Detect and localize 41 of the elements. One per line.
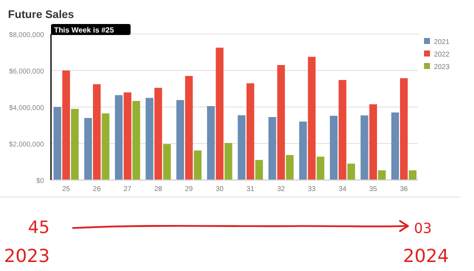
bar (268, 117, 276, 180)
bar (71, 108, 79, 180)
bar (330, 116, 338, 180)
bar (216, 48, 224, 180)
bar (369, 104, 378, 180)
bar (224, 142, 232, 180)
bar (146, 98, 154, 180)
bar (163, 144, 171, 180)
text: 45 (28, 218, 50, 238)
bar (194, 150, 202, 180)
bar (185, 76, 193, 180)
bar (238, 115, 246, 180)
bar (255, 160, 263, 180)
text: 2023 (4, 246, 50, 267)
bar (378, 170, 386, 180)
text: 2024 (403, 246, 449, 267)
bar (132, 100, 140, 180)
bar (391, 112, 399, 180)
bar (114, 95, 123, 180)
bar (308, 56, 316, 180)
bar (92, 84, 101, 180)
text: 03 (414, 221, 432, 237)
bar (277, 65, 285, 180)
bar (338, 80, 346, 180)
bar (246, 83, 254, 180)
bar (54, 107, 62, 180)
bar (408, 170, 416, 180)
bar (360, 115, 368, 180)
bar (347, 164, 356, 180)
bar (124, 92, 132, 180)
bar (207, 106, 215, 180)
chart-title: Future Sales (8, 9, 74, 21)
bar (316, 156, 324, 180)
bar (62, 70, 70, 180)
bar (299, 122, 307, 180)
bar (84, 118, 92, 180)
bar (400, 78, 408, 180)
bar (102, 113, 110, 180)
bar (154, 88, 162, 180)
bar (286, 154, 294, 180)
bar (176, 100, 184, 180)
